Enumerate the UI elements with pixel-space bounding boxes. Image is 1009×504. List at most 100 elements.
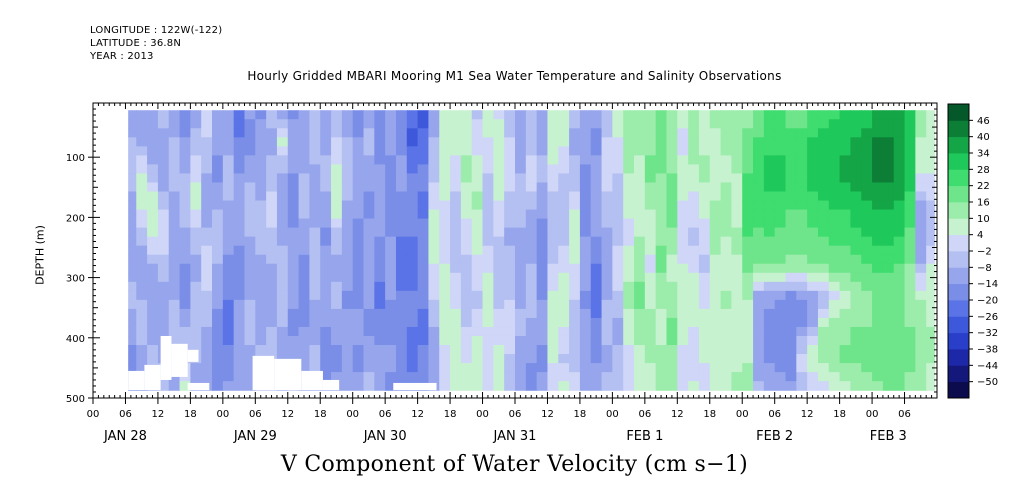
heatmap-cell <box>817 119 830 129</box>
heatmap-cell <box>828 236 841 247</box>
heatmap-cell <box>547 173 559 184</box>
heatmap-cell <box>872 218 884 229</box>
heatmap-cell <box>774 245 787 256</box>
heatmap-cell <box>320 164 332 175</box>
heatmap-cell <box>817 326 830 337</box>
heatmap-cell <box>525 155 538 166</box>
heatmap-cell <box>276 128 289 138</box>
heatmap-cell <box>774 173 787 184</box>
heatmap-cell <box>515 146 527 156</box>
heatmap-cell <box>212 218 224 229</box>
heatmap-cell <box>893 354 906 364</box>
heatmap-cell <box>428 173 440 184</box>
heatmap-cell <box>266 164 278 175</box>
heatmap-cell <box>926 263 935 274</box>
colorbar-swatch <box>948 365 969 383</box>
heatmap-cell <box>460 326 473 337</box>
heatmap-cell <box>482 128 494 138</box>
heatmap-cell <box>341 363 354 373</box>
heatmap-cell <box>839 191 852 202</box>
heatmap-cell <box>276 146 289 156</box>
heatmap-cell <box>482 137 494 147</box>
heatmap-cell <box>471 227 484 238</box>
heatmap-cell <box>222 290 235 301</box>
heatmap-cell <box>926 119 935 129</box>
heatmap-cell <box>287 245 300 256</box>
heatmap-cell <box>569 299 581 310</box>
heatmap-cell <box>450 182 462 193</box>
heatmap-cell <box>872 236 884 247</box>
heatmap-cell <box>287 281 300 292</box>
heatmap-cell <box>850 372 862 382</box>
heatmap-cell <box>817 218 830 229</box>
heatmap-cell <box>774 164 787 175</box>
heatmap-cell <box>601 345 613 355</box>
heatmap-cell <box>168 254 181 265</box>
heatmap-cell <box>785 281 797 292</box>
heatmap-cell <box>590 245 603 256</box>
heatmap-cell <box>147 128 159 138</box>
heatmap-cell <box>882 263 895 274</box>
heatmap-cell <box>623 335 635 346</box>
heatmap-cell <box>136 363 148 373</box>
heatmap-cell <box>785 200 797 211</box>
heatmap-cell <box>915 191 927 202</box>
heatmap-cell <box>363 335 375 346</box>
heatmap-cell <box>612 137 624 147</box>
heatmap-cell <box>341 146 354 156</box>
heatmap-cell <box>212 209 224 220</box>
heatmap-cell <box>839 354 852 364</box>
heatmap-cell <box>666 182 678 193</box>
heatmap-cell <box>276 299 289 310</box>
heatmap-cell <box>385 164 397 175</box>
heatmap-cell <box>222 146 235 156</box>
heatmap-cell <box>796 272 808 283</box>
heatmap-cell <box>720 155 733 166</box>
heatmap-cell <box>753 182 765 193</box>
heatmap-cell <box>179 209 191 220</box>
heatmap-cell <box>785 335 797 346</box>
heatmap-cell <box>709 263 722 274</box>
heatmap-cell <box>493 218 505 229</box>
heatmap-cell <box>168 381 181 391</box>
heatmap-cell <box>168 200 181 211</box>
heatmap-cell <box>201 308 213 319</box>
heatmap-cell <box>385 128 397 138</box>
heatmap-cell <box>612 263 624 274</box>
heatmap-cell <box>233 218 246 229</box>
heatmap-cell <box>341 227 354 238</box>
heatmap-cell <box>515 345 527 355</box>
heatmap-cell <box>850 308 862 319</box>
heatmap-cell <box>331 155 343 166</box>
heatmap-cell <box>471 272 484 283</box>
heatmap-cell <box>763 155 776 166</box>
heatmap-cell <box>839 290 852 301</box>
heatmap-cell <box>579 182 592 193</box>
heatmap-cell <box>136 254 148 265</box>
heatmap-cell <box>698 227 711 238</box>
heatmap-cell <box>915 182 927 193</box>
heatmap-cell <box>439 146 451 156</box>
heatmap-cell <box>157 173 170 184</box>
heatmap-cell <box>222 326 235 337</box>
heatmap-cell <box>590 164 603 175</box>
chart-title: Hourly Gridded MBARI Mooring M1 Sea Wate… <box>247 69 782 83</box>
heatmap-cell <box>395 146 408 156</box>
heatmap-cell <box>634 164 646 175</box>
heatmap-cell <box>828 281 841 292</box>
heatmap-cell <box>547 137 559 147</box>
heatmap-cell <box>612 326 624 337</box>
heatmap-cell <box>817 191 830 202</box>
heatmap-cell <box>579 191 592 202</box>
heatmap-cell <box>428 326 440 337</box>
heatmap-cell <box>439 110 451 120</box>
x-hour-tick-label: 12 <box>541 409 554 420</box>
heatmap-cell <box>168 146 181 156</box>
heatmap-cell <box>558 254 570 265</box>
heatmap-cell <box>504 381 516 391</box>
heatmap-cell <box>731 354 743 364</box>
heatmap-cell <box>709 128 722 138</box>
heatmap-cell <box>201 345 213 355</box>
heatmap-cell <box>720 254 733 265</box>
heatmap-cell <box>147 218 159 229</box>
